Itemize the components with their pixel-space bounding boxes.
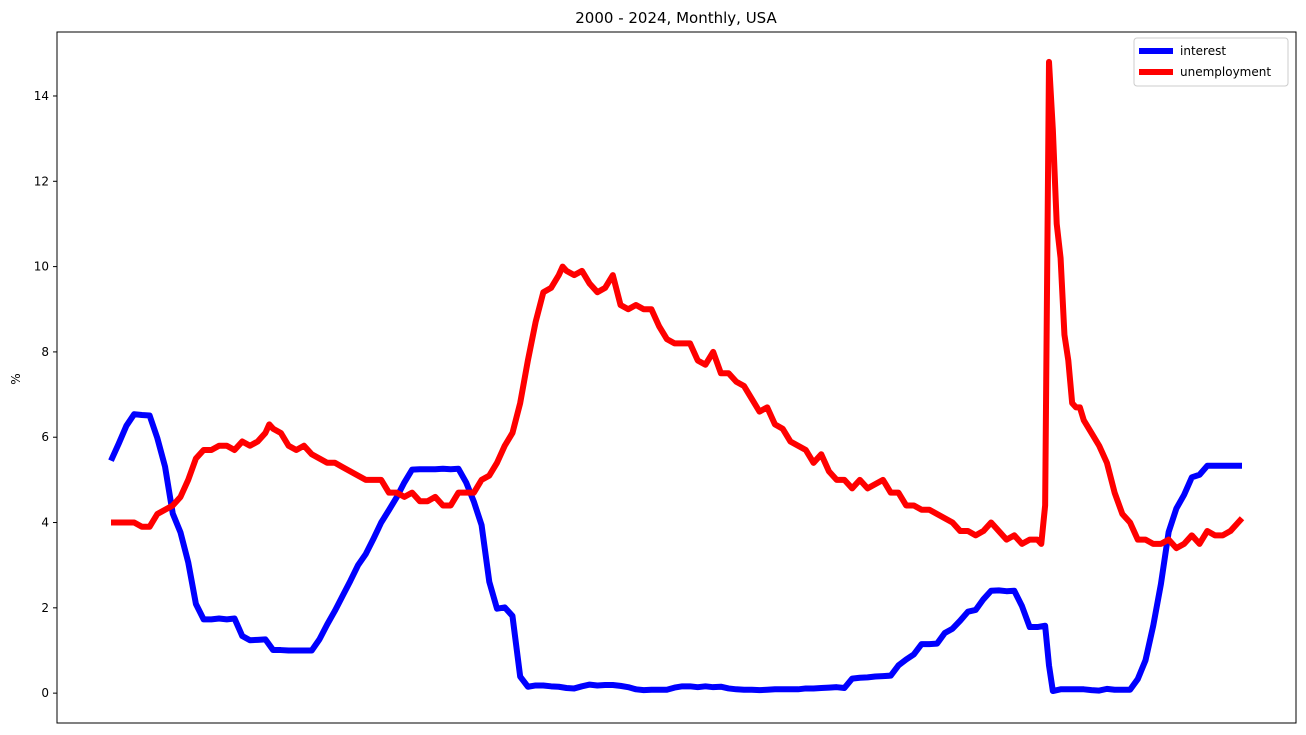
y-tick-label: 0 — [41, 686, 49, 700]
y-tick-label: 12 — [34, 174, 49, 188]
y-tick-label: 10 — [34, 260, 49, 274]
y-tick-label: 4 — [41, 516, 49, 530]
chart-title: 2000 - 2024, Monthly, USA — [575, 9, 777, 27]
plot-frame — [56, 31, 1297, 724]
series-line-interest — [108, 411, 1242, 695]
y-tick-label: 14 — [34, 89, 49, 103]
legend: interest unemployment — [1133, 37, 1289, 87]
y-tick-label: 8 — [41, 345, 49, 359]
legend-label-interest: interest — [1180, 44, 1226, 58]
series-layer — [108, 58, 1245, 695]
legend-label-unemployment: unemployment — [1180, 65, 1271, 79]
y-tick-label: 2 — [41, 601, 49, 615]
y-axis-label: % — [9, 373, 23, 384]
y-tick-label: 6 — [41, 430, 49, 444]
series-line-unemployment — [111, 58, 1245, 552]
y-axis-ticks: 0 2 4 6 8 10 12 14 — [34, 89, 57, 700]
